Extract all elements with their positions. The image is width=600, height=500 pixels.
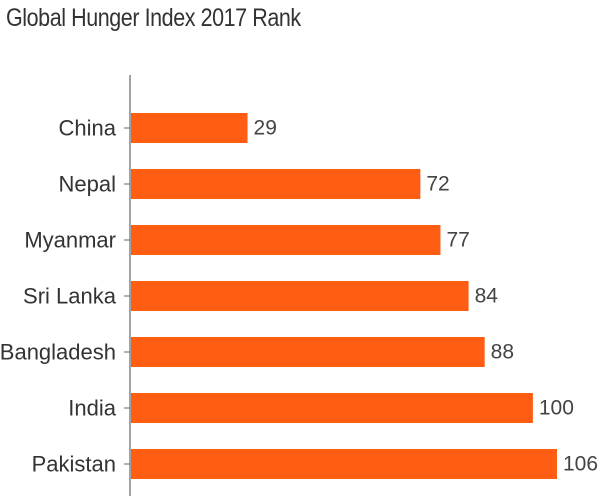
category-labels: China Nepal Myanmar Sri Lanka Bangladesh Indi… bbox=[0, 116, 117, 477]
value-label: 88 bbox=[491, 341, 514, 364]
value-label: 100 bbox=[539, 397, 574, 420]
category-label: China bbox=[59, 116, 117, 141]
bar-pakistan bbox=[131, 449, 557, 479]
category-label: Pakistan bbox=[32, 452, 116, 477]
category-label: Myanmar bbox=[24, 228, 116, 253]
value-label: 84 bbox=[475, 285, 499, 308]
y-axis bbox=[124, 75, 131, 496]
chart-title: Global Hunger Index 2017 Rank bbox=[6, 4, 301, 32]
bar-india bbox=[131, 393, 533, 423]
category-label: Sri Lanka bbox=[23, 284, 117, 309]
category-label: Nepal bbox=[59, 172, 116, 197]
bar-nepal bbox=[131, 169, 421, 199]
bar-china bbox=[131, 113, 248, 143]
bar-bangladesh bbox=[131, 337, 485, 367]
category-label: Bangladesh bbox=[0, 340, 116, 365]
value-label: 72 bbox=[426, 173, 449, 196]
bar-myanmar bbox=[131, 225, 441, 255]
value-label: 106 bbox=[563, 453, 598, 476]
bar-sri-lanka bbox=[131, 281, 469, 311]
value-label: 29 bbox=[254, 117, 277, 140]
category-label: India bbox=[68, 396, 116, 421]
bars-group bbox=[131, 113, 557, 479]
value-labels: 29 72 77 84 88 100 106 bbox=[254, 117, 598, 476]
value-label: 77 bbox=[446, 229, 469, 252]
